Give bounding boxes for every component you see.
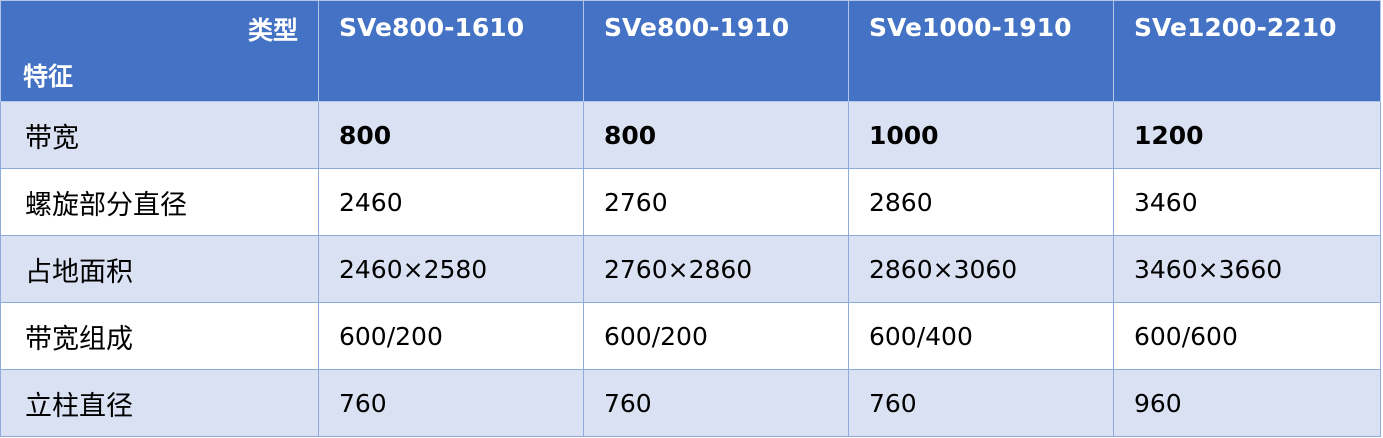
table-body: 带宽 800 800 1000 1200 螺旋部分直径 2460 2760 2860 3460 占地…: [0, 101, 1381, 437]
cell: 760: [318, 369, 584, 437]
cell: 2460: [318, 168, 584, 236]
cell: 800: [318, 101, 584, 169]
cell: 960: [1113, 369, 1381, 437]
cell: 3460×3660: [1113, 235, 1381, 303]
row-label: 占地面积: [0, 235, 319, 303]
table-head: 类型 特征 SVe800-1610 SVe800-1910 SVe1000-1910…: [0, 0, 1381, 102]
cell: 2760×2860: [583, 235, 849, 303]
header-row: 类型 特征 SVe800-1610 SVe800-1910 SVe1000-1910…: [0, 0, 1381, 102]
cell: 760: [583, 369, 849, 437]
table-row: 立柱直径 760 760 760 960: [0, 369, 1381, 437]
table-row: 螺旋部分直径 2460 2760 2860 3460: [0, 168, 1381, 236]
cell: 600/200: [318, 302, 584, 370]
column-header: SVe800-1910: [583, 0, 849, 102]
cell: 2860: [848, 168, 1114, 236]
cell: 800: [583, 101, 849, 169]
row-label: 立柱直径: [0, 369, 319, 437]
cell: 600/200: [583, 302, 849, 370]
cell: 760: [848, 369, 1114, 437]
table-row: 带宽 800 800 1000 1200: [0, 101, 1381, 169]
table-row: 占地面积 2460×2580 2760×2860 2860×3060 3460×3660: [0, 235, 1381, 303]
column-header: SVe800-1610: [318, 0, 584, 102]
column-header: SVe1000-1910: [848, 0, 1114, 102]
feature-label: 特征: [23, 62, 74, 91]
row-label: 带宽: [0, 101, 319, 169]
cell: 600/400: [848, 302, 1114, 370]
row-label: 螺旋部分直径: [0, 168, 319, 236]
cell: 3460: [1113, 168, 1381, 236]
column-header: SVe1200-2210: [1113, 0, 1381, 102]
cell: 2760: [583, 168, 849, 236]
corner-cell: 类型 特征: [0, 0, 319, 102]
type-label: 类型: [247, 16, 298, 45]
row-label: 带宽组成: [0, 302, 319, 370]
cell: 2460×2580: [318, 235, 584, 303]
cell: 2860×3060: [848, 235, 1114, 303]
cell: 600/600: [1113, 302, 1381, 370]
cell: 1200: [1113, 101, 1381, 169]
table-row: 带宽组成 600/200 600/200 600/400 600/600: [0, 302, 1381, 370]
cell: 1000: [848, 101, 1114, 169]
